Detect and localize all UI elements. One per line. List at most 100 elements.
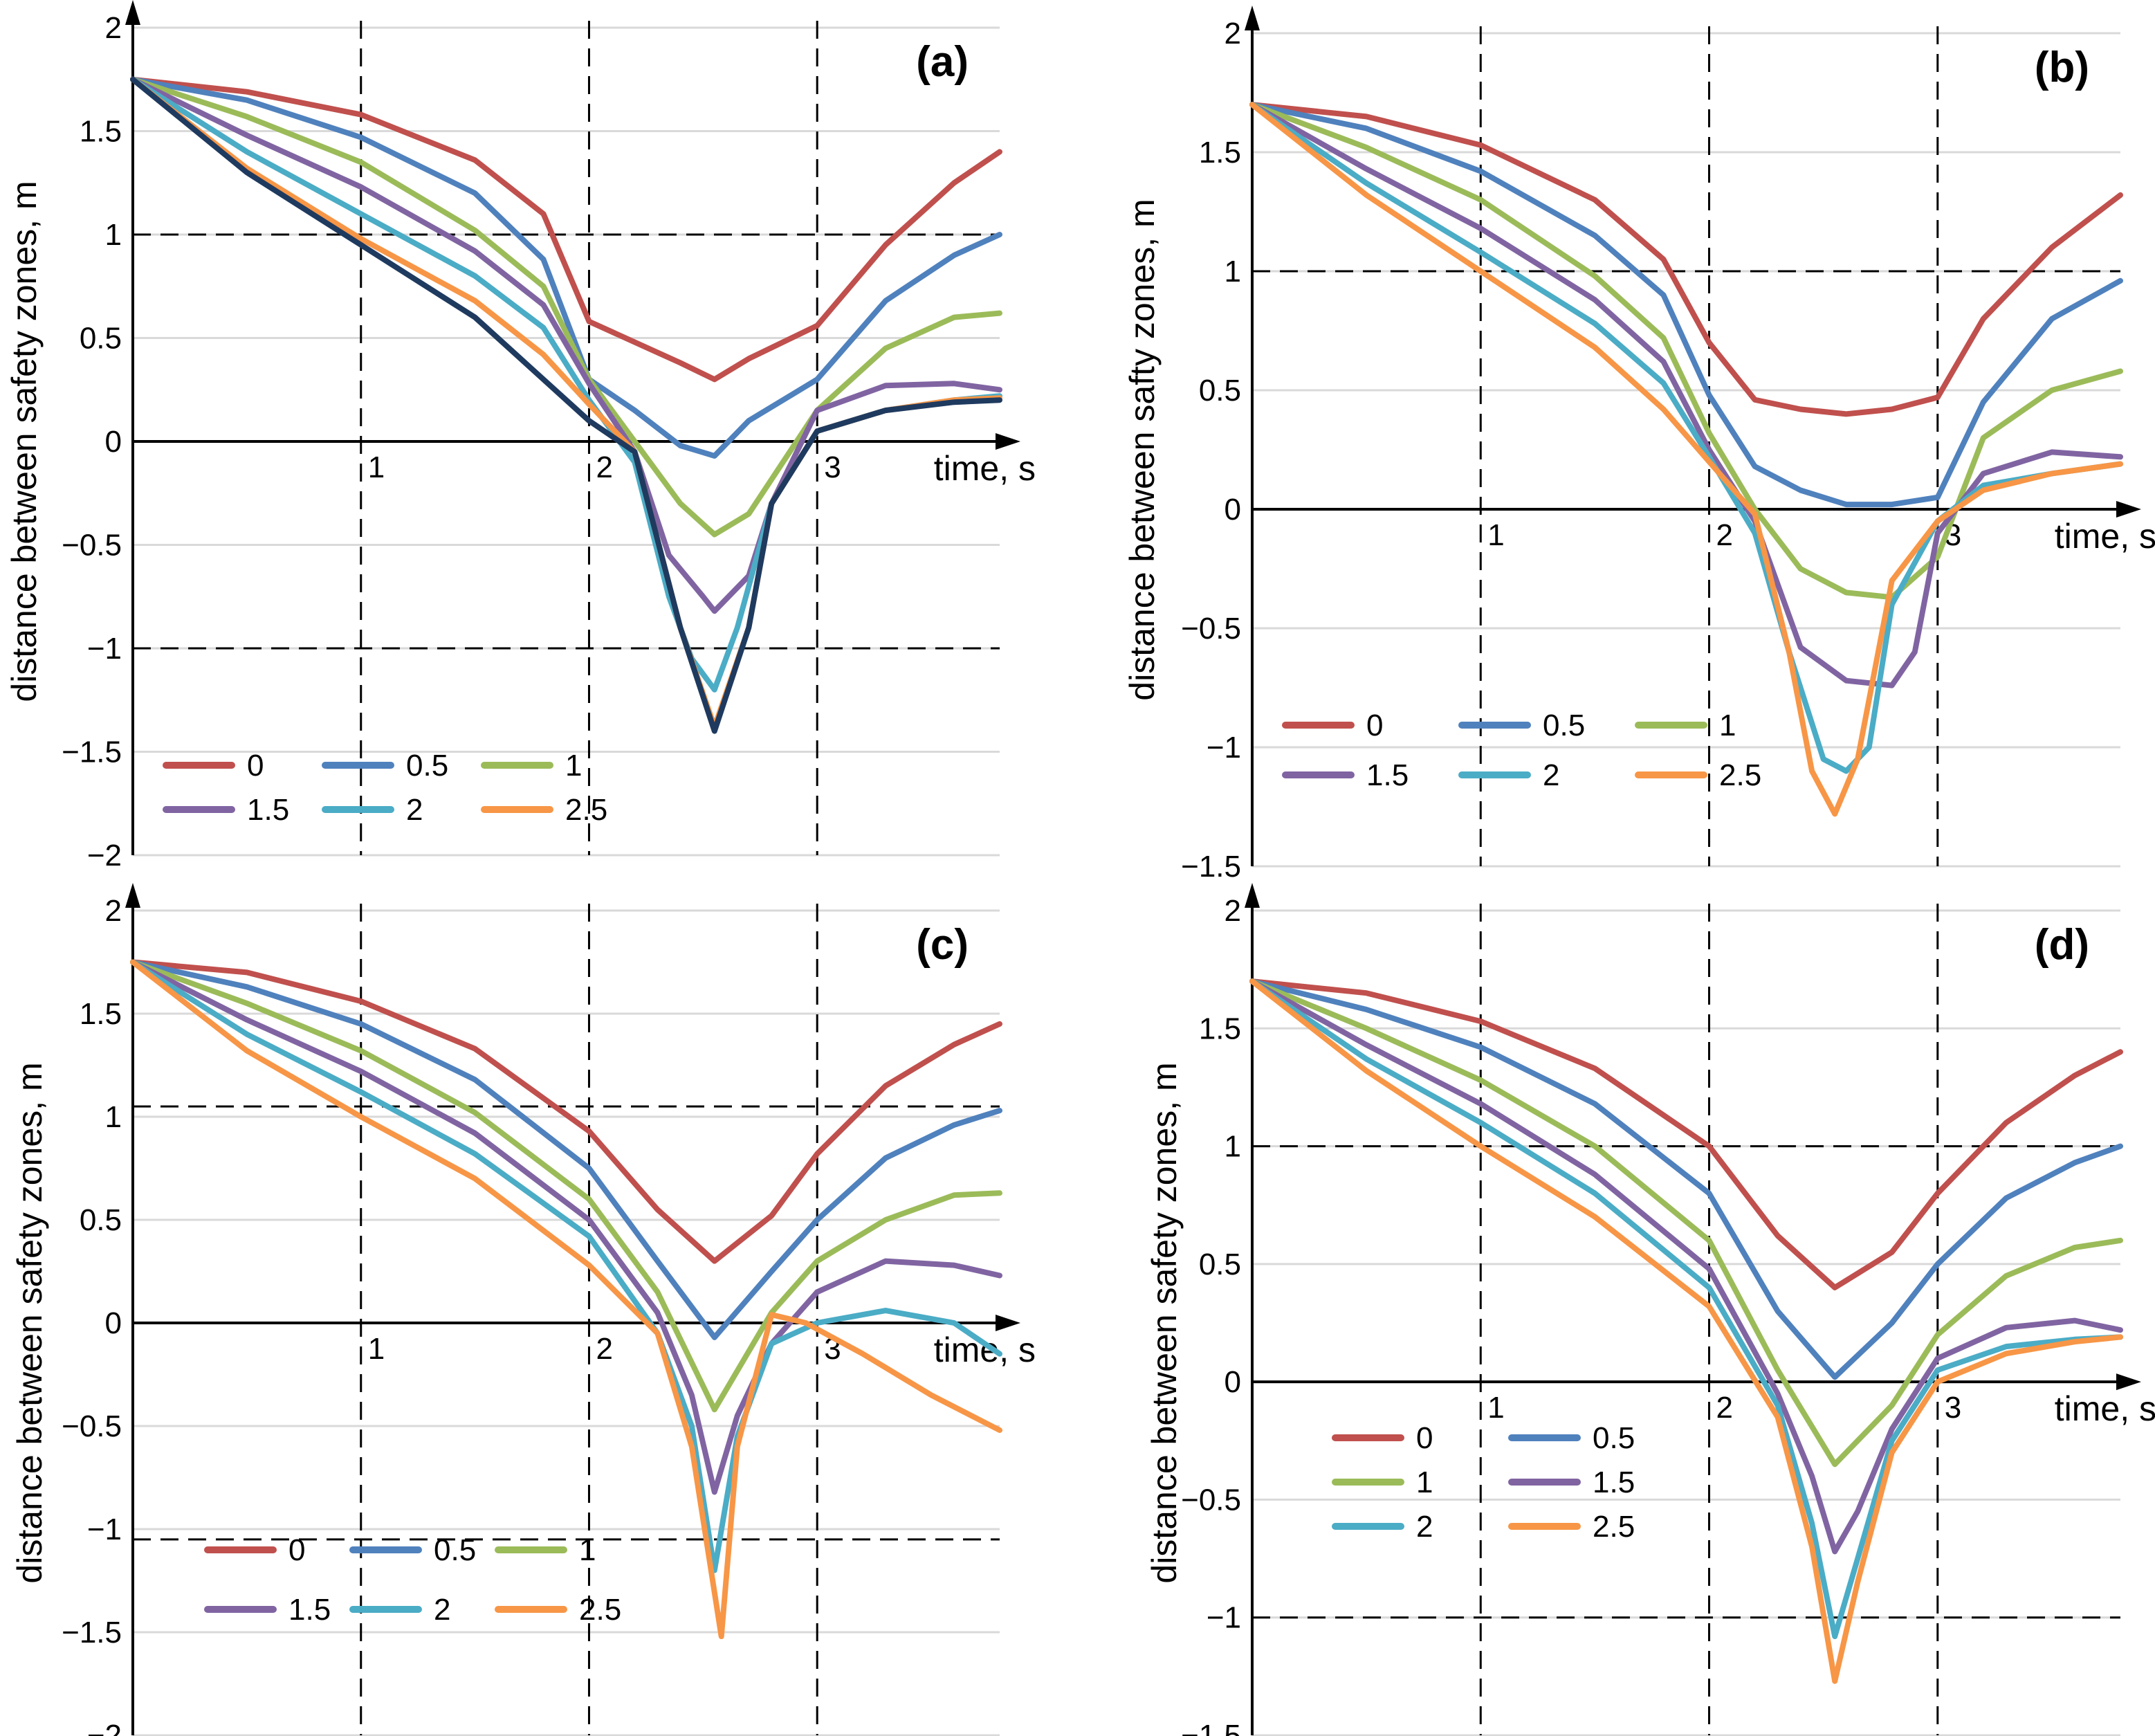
legend-label: 2.5 [1719, 758, 1761, 792]
x-tick-label: 2 [596, 450, 612, 484]
legend-label: 1.5 [288, 1593, 331, 1627]
x-tick-label: 3 [1945, 1391, 1961, 1425]
y-tick-label: −0.5 [62, 1409, 122, 1443]
legend: 0 0.5 1 1.5 2 2.5 [204, 1533, 621, 1627]
legend-label: 0.5 [1593, 1421, 1635, 1455]
y-axis-arrow-icon [1245, 6, 1260, 30]
legend-label: 2 [1543, 758, 1559, 792]
series-line-0_5 [1249, 978, 2123, 1380]
chart-panel-d: 2 1.5 1 0.5 0 −0.5 −1 −1.5 1 2 3 time, s distance be… [1145, 883, 2155, 1736]
y-tick-label: −1 [1207, 731, 1241, 765]
panel-label: (d) [2035, 921, 2089, 969]
y-tick-label: −1.5 [1181, 850, 1241, 884]
panel-label: (b) [2035, 44, 2089, 91]
legend-label: 2.5 [1593, 1510, 1635, 1544]
x-axis-title: time, s [2055, 517, 2155, 556]
y-tick-label: 1 [105, 218, 122, 252]
y-tick-label: −1 [87, 1513, 122, 1546]
series-line-1_5 [1249, 978, 2123, 1555]
x-axis-title: time, s [934, 1331, 1036, 1369]
legend-label: 1 [565, 749, 582, 783]
panel-label: (a) [916, 38, 969, 86]
series-line-2_5 [1249, 978, 2123, 1684]
y-tick-label: −0.5 [62, 529, 122, 563]
x-tick-label: 1 [368, 450, 385, 484]
y-axis-arrow-icon [1245, 883, 1260, 908]
series-line-0 [1249, 978, 2123, 1290]
y-axis-arrow-icon [125, 0, 140, 25]
y-tick-label: −1 [87, 632, 122, 666]
x-axis-arrow-icon [996, 1315, 1020, 1331]
series-line-0_5 [130, 959, 1002, 1340]
legend-label: 2.5 [579, 1593, 621, 1627]
series-line-1_5 [130, 959, 1002, 1495]
y-tick-label: 1.5 [80, 997, 122, 1031]
y-tick-label: 2 [105, 11, 122, 45]
chart-panel-a: 2 1.5 1 0.5 0 −0.5 −1 −1.5 −2 1 2 3 time, s distance … [5, 0, 1036, 872]
legend: 0 0.5 1 1.5 2 2.5 [1332, 1421, 1635, 1544]
y-tick-label: 2 [105, 894, 122, 928]
y-tick-label: 2 [1225, 17, 1241, 51]
y-tick-label: 0 [105, 425, 122, 459]
y-tick-label: −1.5 [62, 735, 122, 769]
x-tick-label: 2 [596, 1332, 612, 1366]
y-axis-arrow-icon [125, 883, 140, 908]
legend-label: 1.5 [1366, 758, 1409, 792]
series-line-0 [1249, 102, 2123, 417]
legend-label: 0.5 [1543, 709, 1585, 742]
legend: 0 0.5 1 1.5 2 2.5 [163, 749, 607, 827]
series-line-0 [130, 959, 1002, 1264]
x-tick-label: 1 [1487, 518, 1504, 552]
series-line-dark [130, 76, 1002, 734]
chart-panel-c: 21.510.50−0.5−1−1.5−21 2 3 time, sdistance … [10, 883, 1036, 1736]
x-tick-label: 1 [368, 1332, 385, 1366]
legend-label: 2 [1416, 1510, 1433, 1544]
y-tick-label: 0.5 [80, 322, 122, 356]
legend-label: 2 [406, 793, 423, 827]
y-tick-label: 1.5 [80, 115, 122, 149]
series-line-2 [130, 959, 1002, 1573]
y-tick-label: 2 [1225, 894, 1241, 928]
series-line-0_5 [1249, 102, 2123, 508]
legend-label: 0.5 [434, 1533, 476, 1567]
y-tick-label: −1.5 [1181, 1719, 1241, 1736]
legend-label: 0 [1416, 1421, 1433, 1455]
y-tick-label: −1 [1207, 1601, 1241, 1635]
y-tick-label: 0 [1225, 1365, 1241, 1399]
y-tick-label: 1 [1225, 255, 1241, 289]
legend-label: 1 [1416, 1465, 1433, 1499]
legend-label: 0 [288, 1533, 305, 1567]
legend-label: 1.5 [1593, 1465, 1635, 1499]
y-tick-label: 0 [1225, 493, 1241, 527]
x-axis-title: time, s [934, 449, 1036, 488]
series-line-1 [130, 959, 1002, 1413]
series-line-1_5 [130, 76, 1002, 614]
y-tick-label: −2 [87, 1719, 122, 1736]
legend-label: 0 [1366, 709, 1383, 742]
y-axis-title: distance between safety zones, m [5, 181, 44, 702]
series-line-2_5 [1249, 102, 2123, 817]
y-tick-label: −2 [87, 839, 122, 872]
y-tick-label: 1.5 [1199, 1012, 1241, 1045]
y-tick-label: −1.5 [62, 1616, 122, 1650]
y-tick-label: 1 [1225, 1130, 1241, 1164]
x-tick-label: 2 [1716, 518, 1733, 552]
series-line-1_5 [1249, 102, 2123, 688]
x-axis-arrow-icon [996, 433, 1020, 450]
legend-label: 1.5 [247, 793, 289, 827]
series-line-2_5 [130, 959, 1002, 1639]
y-tick-label: 0.5 [80, 1203, 122, 1237]
x-tick-label: 2 [1716, 1391, 1733, 1425]
series-line-1 [1249, 978, 2123, 1468]
x-axis-arrow-icon [2116, 501, 2141, 518]
y-axis-title: distance between safety zones, m [1145, 1062, 1184, 1583]
legend-label: 2 [434, 1593, 450, 1627]
legend-label: 2.5 [565, 793, 607, 827]
series-line-1 [130, 76, 1002, 538]
y-tick-label: 0 [105, 1306, 122, 1340]
legend-label: 0.5 [406, 749, 448, 783]
x-axis-arrow-icon [2116, 1373, 2141, 1391]
x-axis-title: time, s [2055, 1389, 2155, 1428]
